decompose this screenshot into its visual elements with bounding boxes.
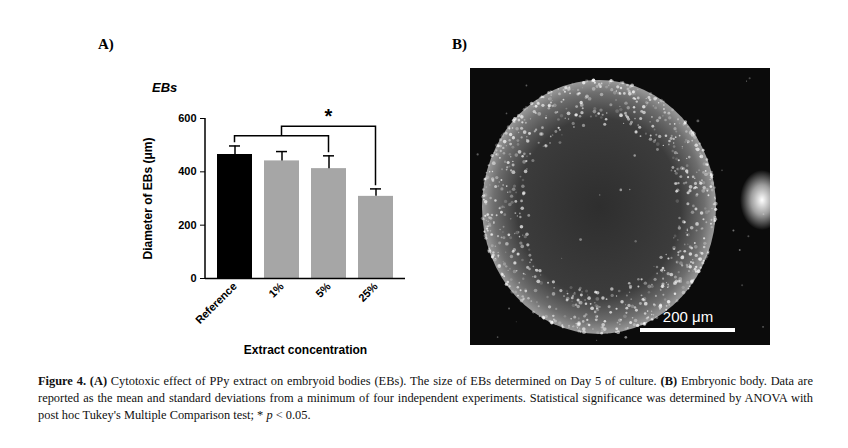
svg-text:0: 0 [190, 272, 196, 284]
svg-text:Diameter of EBs (μm): Diameter of EBs (μm) [141, 137, 155, 259]
svg-text:5%: 5% [313, 280, 333, 300]
svg-text:600: 600 [178, 112, 196, 124]
svg-text:Extract concentration: Extract concentration [244, 343, 367, 357]
svg-text:1%: 1% [266, 280, 286, 300]
html-text:A): A) [98, 36, 114, 52]
svg-text:*: * [325, 105, 333, 127]
html-text:EBs: EBs [152, 80, 178, 95]
svg-text:400: 400 [178, 165, 196, 177]
svg-text:200 μm: 200 μm [663, 308, 713, 325]
svg-text:25%: 25% [356, 280, 380, 304]
html-text:B): B) [452, 36, 467, 52]
svg-text:200: 200 [178, 219, 196, 231]
svg-text:Reference: Reference [193, 280, 239, 326]
html-text:Figure 4. (A) Cytotoxic effect: Figure 4. (A) Cytotoxic effect of PPy ex… [38, 374, 813, 422]
